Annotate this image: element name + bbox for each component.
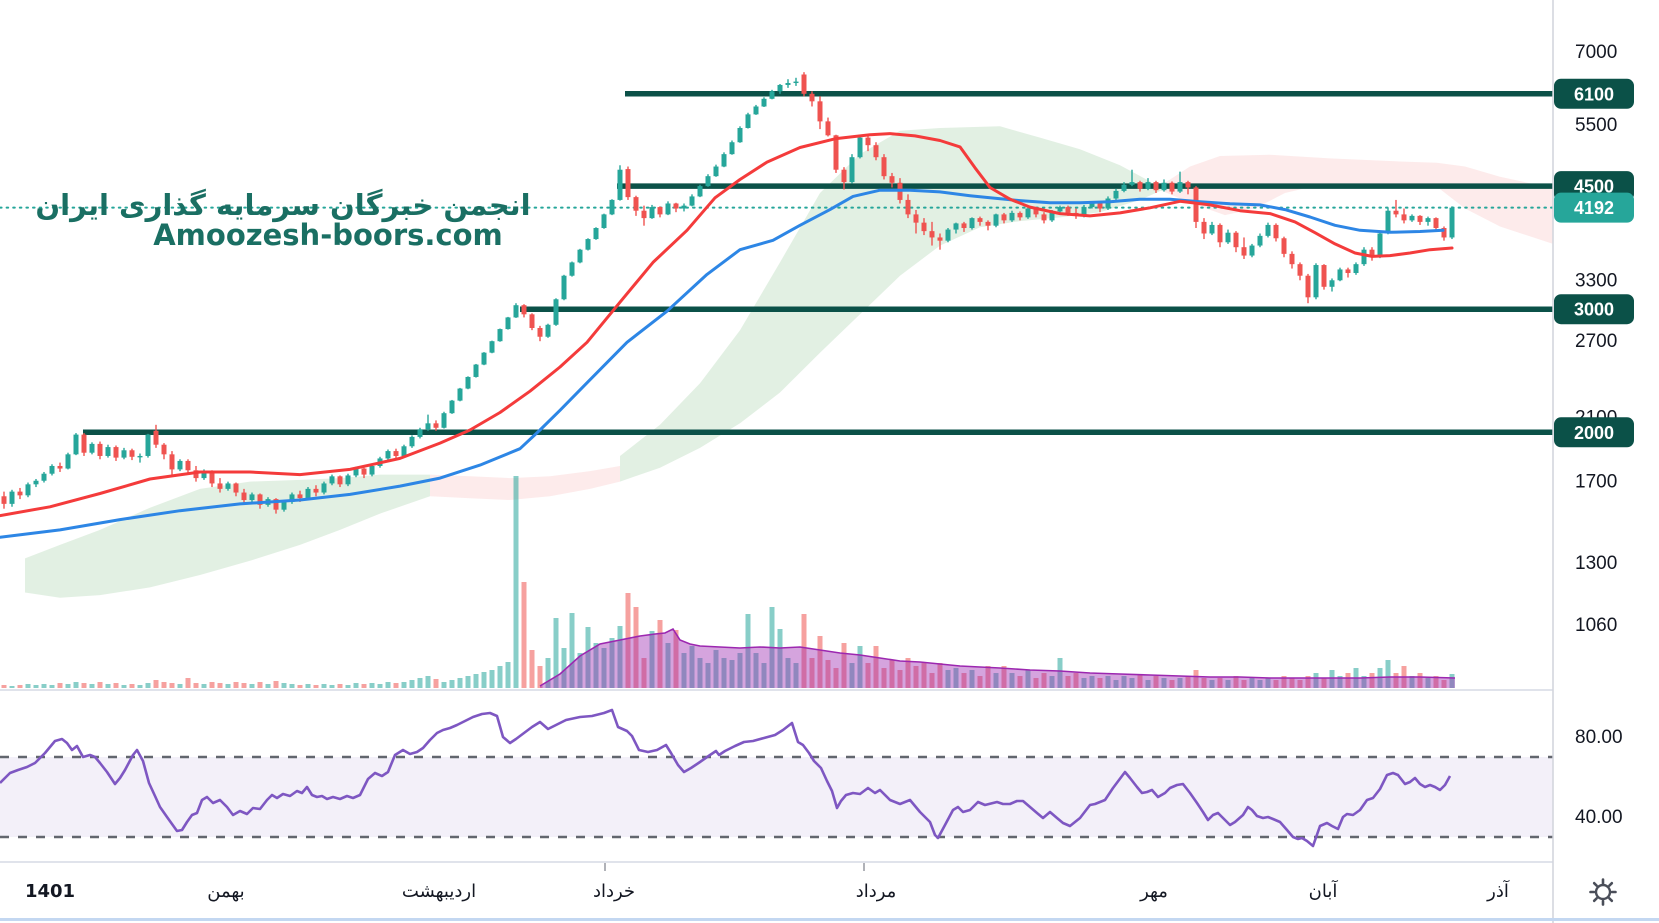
rsi-axis-label-40.00: 40.00	[1575, 807, 1623, 828]
month-label: بهمن	[207, 881, 244, 902]
ma-fast-red-line	[0, 132, 1454, 518]
price-axis-label-1060: 1060	[1575, 615, 1617, 636]
svg-text:6100: 6100	[1574, 84, 1614, 104]
rsi-pane[interactable]	[0, 708, 1553, 848]
price-axis-label-1700: 1700	[1575, 472, 1617, 493]
volume-ma-line	[539, 627, 1456, 687]
rsi-band	[0, 757, 1553, 837]
year-label: 1401	[25, 881, 75, 902]
month-label: مهر	[1139, 881, 1168, 902]
bottom-focus-line	[0, 918, 1659, 921]
price-axis-label-5500: 5500	[1575, 115, 1617, 136]
candlestick-series[interactable]	[1, 72, 1455, 514]
svg-text:3000: 3000	[1574, 300, 1614, 320]
price-axis-label-7000: 7000	[1575, 42, 1617, 63]
volume-bars	[1, 476, 1455, 688]
time-axis[interactable]: 1401 بهمن اردیبهشت خرداد مرداد مهر آبان آذر	[25, 863, 1510, 902]
price-badge-2000: 2000	[1554, 417, 1634, 448]
price-axis-label-2700: 2700	[1575, 331, 1617, 352]
price-axis-label-3300: 3300	[1575, 270, 1617, 291]
price-axis-label-1300: 1300	[1575, 553, 1617, 574]
price-badge-6100: 6100	[1554, 78, 1634, 109]
month-label: مرداد	[856, 881, 897, 902]
svg-text:4500: 4500	[1574, 177, 1614, 197]
last-price-badge-4192: 4192	[1554, 192, 1634, 223]
rsi-axis-label-80.00: 80.00	[1575, 727, 1623, 748]
price-pane[interactable]	[0, 72, 1553, 688]
watermark-site: Amoozesh-boors.com	[153, 218, 503, 252]
month-label: آبان	[1309, 879, 1339, 902]
svg-text:4192: 4192	[1574, 198, 1614, 218]
month-label: آذر	[1486, 879, 1510, 902]
month-label: خرداد	[593, 881, 635, 902]
volume-ma-area	[540, 629, 1455, 688]
watermark-persian: انجمن خبرگان سرمایه گذاری ایران	[35, 188, 531, 222]
ma-slow-blue-line	[0, 188, 1445, 539]
rsi-line	[0, 708, 1452, 848]
month-label: اردیبهشت	[402, 881, 476, 902]
price-badge-3000: 3000	[1554, 294, 1634, 325]
settings-gear-icon[interactable]	[1589, 878, 1617, 906]
svg-text:2000: 2000	[1574, 423, 1614, 443]
price-axis[interactable]: 7000550033002700210017001300106080.0040.…	[1552, 0, 1659, 923]
